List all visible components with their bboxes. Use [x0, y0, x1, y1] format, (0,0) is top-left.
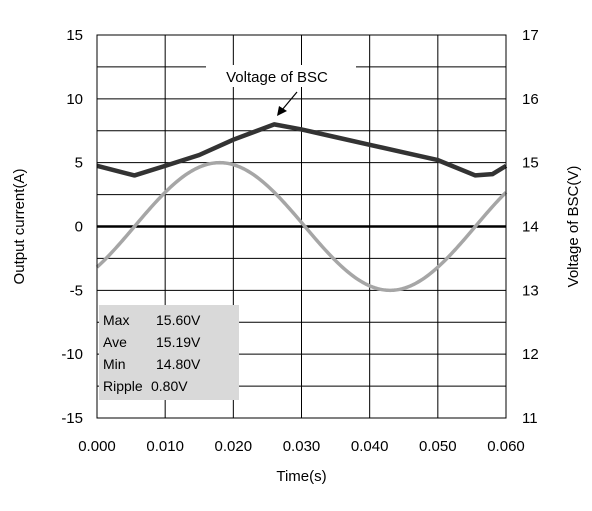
- y-right-tick-label: 16: [522, 91, 539, 108]
- stats-min-label: Min: [103, 356, 126, 372]
- annotation-text: Voltage of BSC: [226, 69, 328, 86]
- stats-ave-value: 15.19V: [156, 334, 201, 350]
- series-voltage-bsc: [96, 122, 508, 178]
- y-axis-right-label: Voltage of BSC(V): [565, 166, 582, 288]
- stats-max-value: 15.60V: [156, 312, 201, 328]
- x-tick-label: 0.060: [487, 438, 525, 455]
- x-tick-label: 0.010: [146, 438, 184, 455]
- stats-min-value: 14.80V: [156, 356, 201, 372]
- y-right-tick-label: 14: [522, 219, 539, 236]
- y-left-tick-label: 15: [66, 27, 83, 44]
- y-left-tick-label: -10: [61, 346, 83, 363]
- stats-ave-label: Ave: [103, 334, 127, 350]
- y-left-tick-label: -15: [61, 410, 83, 427]
- plot-border: [96, 34, 507, 419]
- y-right-tick-label: 13: [522, 282, 539, 299]
- x-tick-label: 0.000: [78, 438, 116, 455]
- tick-labels: 0.000 0.010 0.020 0.030 0.040 0.050 0.060 -15 -1…: [61, 27, 538, 455]
- stats-ripple-label: Ripple: [103, 378, 143, 394]
- annotation: Voltage of BSC: [206, 65, 356, 116]
- x-axis-label: Time(s): [276, 468, 326, 485]
- y-right-tick-label: 15: [522, 155, 539, 172]
- series-layer: [95, 122, 508, 293]
- y-left-tick-label: 5: [75, 155, 83, 172]
- x-tick-label: 0.020: [215, 438, 253, 455]
- annotation-arrow: [281, 91, 298, 111]
- y-right-tick-label: 12: [522, 346, 539, 363]
- y-axis-left-label: Output current(A): [11, 169, 28, 285]
- y-left-tick-label: -5: [70, 282, 83, 299]
- y-left-tick-label: 10: [66, 91, 83, 108]
- y-right-tick-label: 17: [522, 27, 539, 44]
- x-tick-label: 0.030: [283, 438, 321, 455]
- stats-box: Max 15.60V Ave 15.19V Min 14.80V Ripple …: [99, 305, 239, 400]
- x-tick-label: 0.050: [419, 438, 457, 455]
- annotation-arrowhead: [277, 106, 287, 116]
- y-right-tick-label: 11: [522, 410, 538, 427]
- y-left-tick-label: 0: [75, 219, 83, 236]
- stats-ripple-value: 0.80V: [151, 378, 188, 394]
- series-output-current: [95, 160, 508, 293]
- annotation-background: [206, 65, 356, 87]
- stats-box-background: [99, 305, 239, 400]
- x-tick-label: 0.040: [351, 438, 389, 455]
- stats-max-label: Max: [103, 312, 129, 328]
